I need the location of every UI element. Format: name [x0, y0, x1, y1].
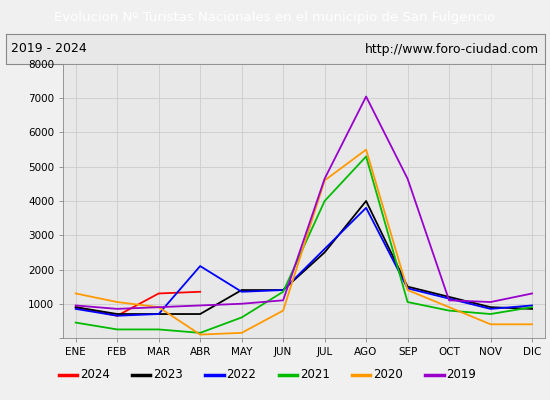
- Text: http://www.foro-ciudad.com: http://www.foro-ciudad.com: [365, 42, 539, 56]
- Text: 2019 - 2024: 2019 - 2024: [11, 42, 87, 56]
- Text: 2019: 2019: [447, 368, 476, 382]
- Text: 2020: 2020: [373, 368, 403, 382]
- Text: 2023: 2023: [153, 368, 183, 382]
- Text: 2021: 2021: [300, 368, 330, 382]
- Text: 2024: 2024: [80, 368, 110, 382]
- Text: Evolucion Nº Turistas Nacionales en el municipio de San Fulgencio: Evolucion Nº Turistas Nacionales en el m…: [54, 10, 496, 24]
- Text: 2022: 2022: [227, 368, 256, 382]
